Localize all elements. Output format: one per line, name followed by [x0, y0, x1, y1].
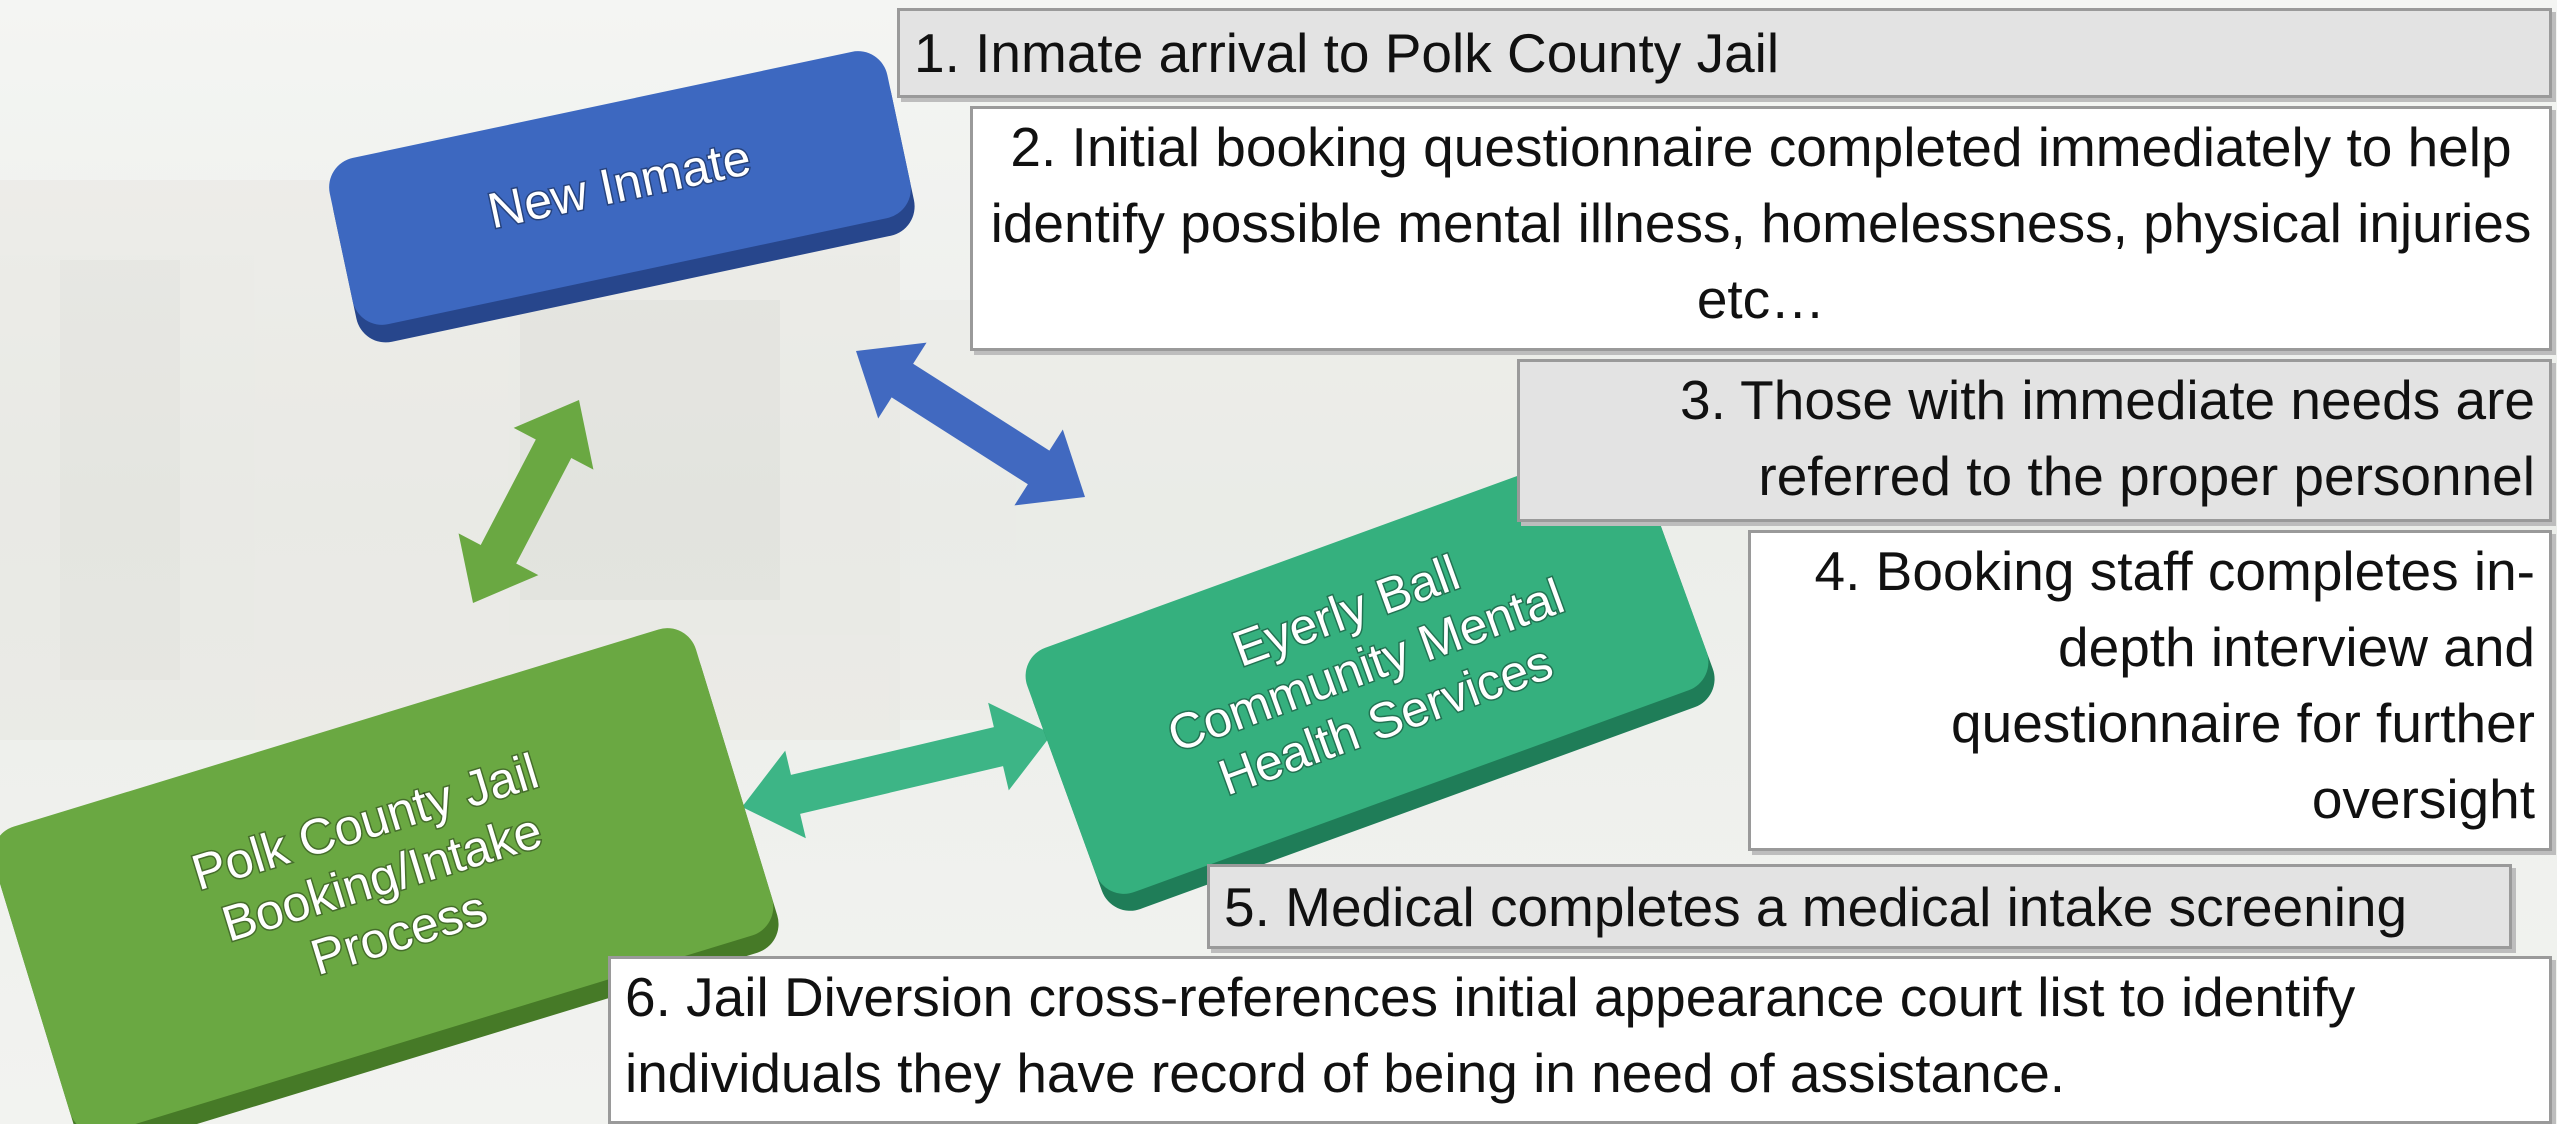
step-box: 6. Jail Diversion cross-references initi…: [608, 956, 2552, 1124]
step-box: 4. Booking staff completes in-depth inte…: [1748, 530, 2552, 851]
step-box: 5. Medical completes a medical intake sc…: [1207, 864, 2512, 949]
step-box: 1. Inmate arrival to Polk County Jail: [897, 8, 2552, 98]
step-box: 3. Those with immediate needs are referr…: [1517, 359, 2552, 522]
page: {"nodes": [ {"lines": ["New Inmate"]}, {…: [0, 0, 2557, 1124]
step-box: 2. Initial booking questionnaire complet…: [970, 106, 2552, 351]
